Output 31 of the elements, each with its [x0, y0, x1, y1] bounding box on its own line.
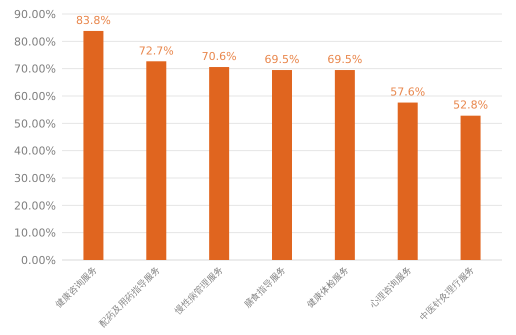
data-label: 69.5%: [264, 53, 300, 66]
bar: [83, 30, 104, 260]
y-tick-label: 40.00%: [14, 144, 56, 158]
x-tick-label: 配药及用药指导服务: [97, 264, 162, 330]
x-tick-label: 慢性病管理服务: [172, 264, 226, 318]
x-tick-label: 心理咨询服务: [367, 264, 414, 312]
x-tick-label: 膳食指导服务: [242, 264, 288, 310]
data-label: 83.8%: [76, 14, 111, 27]
data-label: 57.6%: [390, 86, 426, 99]
y-tick-label: 90.00%: [14, 8, 56, 21]
data-label: 72.7%: [138, 44, 174, 58]
bar: [398, 102, 418, 260]
bar: [209, 67, 230, 260]
bar: [146, 61, 166, 260]
y-tick-label: 10.00%: [14, 226, 56, 240]
y-tick-label: 20.00%: [14, 199, 56, 212]
bar: [460, 116, 481, 260]
data-label: 52.8%: [453, 98, 488, 112]
y-tick-label: 30.00%: [14, 172, 56, 185]
bar: [272, 70, 292, 260]
y-tick-label: 70.00%: [14, 62, 56, 76]
x-tick-label: 健康体检服务: [305, 264, 351, 310]
data-label: 69.5%: [327, 53, 362, 66]
x-tick-label: 中医针灸理疗服务: [418, 264, 477, 324]
bar: [334, 70, 355, 260]
y-tick-label: 0.00%: [21, 254, 56, 267]
y-tick-label: 50.00%: [14, 117, 56, 130]
y-tick-label: 60.00%: [14, 90, 56, 103]
data-label: 70.6%: [202, 50, 237, 64]
x-tick-label: 健康咨询服务: [54, 264, 100, 310]
y-tick-label: 80.00%: [14, 35, 56, 48]
